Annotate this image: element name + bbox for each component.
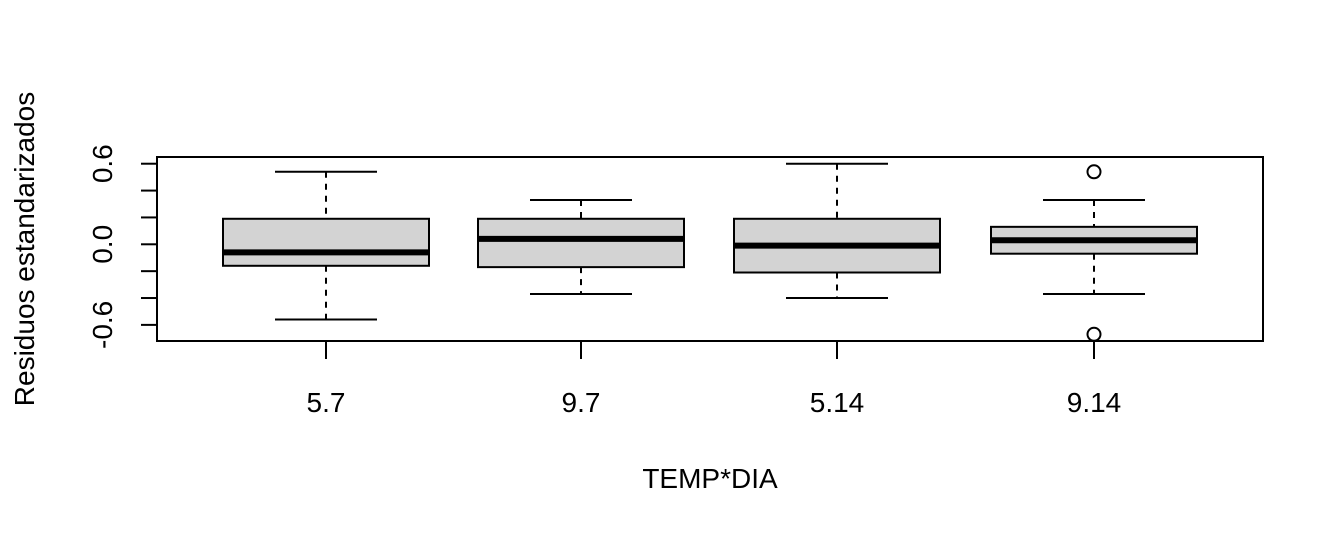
y-axis-label: Residuos estandarizados bbox=[9, 92, 40, 406]
x-axis: 5.7 9.7 5.14 9.14 bbox=[307, 341, 1122, 418]
x-tick-label: 5.14 bbox=[810, 387, 865, 418]
iqr-box bbox=[222, 217, 430, 267]
outlier-point bbox=[1086, 164, 1102, 180]
iqr-box bbox=[477, 217, 685, 269]
x-tick-label: 9.14 bbox=[1067, 387, 1122, 418]
y-tick-label: 0.6 bbox=[87, 144, 118, 183]
box-9.7 bbox=[477, 198, 685, 295]
box-5.14 bbox=[733, 162, 941, 300]
x-tick-label: 9.7 bbox=[562, 387, 601, 418]
x-tick-label: 5.7 bbox=[307, 387, 346, 418]
box-5.7 bbox=[222, 170, 430, 321]
outlier-point bbox=[1086, 326, 1102, 342]
boxes-group bbox=[222, 162, 1198, 342]
box-9.14 bbox=[990, 164, 1198, 342]
y-axis: -0.6 0.0 0.6 bbox=[87, 144, 158, 349]
x-axis-label: TEMP*DIA bbox=[642, 463, 778, 494]
y-tick-label: -0.6 bbox=[87, 301, 118, 349]
y-tick-label: 0.0 bbox=[87, 225, 118, 264]
